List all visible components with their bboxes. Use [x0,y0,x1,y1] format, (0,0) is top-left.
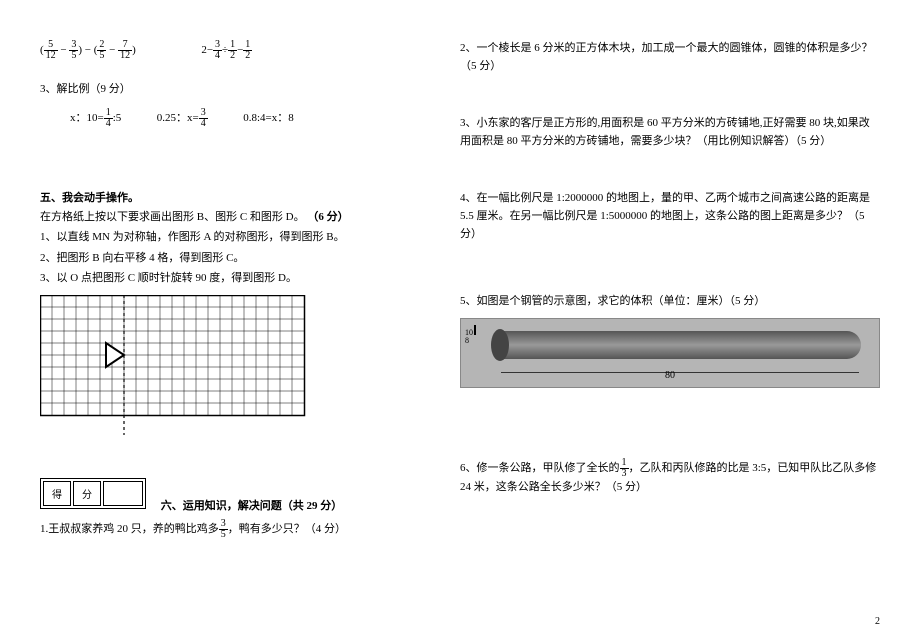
question-6: 6、修一条公路，甲队修了全长的13，乙队和丙队修路的比是 3:5，已知甲队比乙队… [460,458,880,497]
question-4: 4、在一幅比例尺是 1:2000000 的地图上，量的甲、乙两个城市之间高速公路… [460,190,880,243]
question-3: 3、小东家的客厅是正方形的,用面积是 60 平方分米的方砖铺地,正好需要 80 … [460,115,880,150]
section-3-title: 3、解比例（9 分） [40,81,410,98]
section-5-title: 五、我会动手操作。 [40,189,410,205]
grid-figure [40,295,410,442]
section-6-title: 六、运用知识，解决问题（共 29 分） [161,500,343,512]
section-5-intro: 在方格纸上按以下要求画出图形 B、图形 C 和图形 D。 （6 分） [40,209,410,226]
question-2: 2、一个棱长是 6 分米的正方体木块，加工成一个最大的圆锥体，圆锥的体积是多少？… [460,40,880,75]
score-blank [103,481,143,506]
step-2: 2、把图形 B 向右平移 4 格，得到图形 C。 [40,250,410,267]
step-3: 3、以 O 点把图形 C 顺时针旋转 90 度，得到图形 D。 [40,270,410,287]
right-column: 2、一个棱长是 6 分米的正方体木块，加工成一个最大的圆锥体，圆锥的体积是多少？… [430,0,920,637]
left-column: (512 − 35) − (25 − 712) 2−34÷12−12 3、解比例… [0,0,430,637]
pipe-diagram: 10 8 80 [460,318,880,388]
proportion-row: x：10=14:5 0.25：x=34 0.8:4=x：8 [70,108,410,129]
page-number: 2 [875,616,880,627]
score-label-2: 分 [73,481,101,506]
step-1: 1、以直线 MN 为对称轴，作图形 A 的对称图形，得到图形 B。 [40,229,410,246]
score-box: 得 分 [40,478,146,509]
question-5: 5、如图是个钢管的示意图，求它的体积（单位：厘米）（5 分） 10 8 80 [460,293,880,388]
question-1: 1.王叔叔家养鸡 20 只，养的鸭比鸡多35，鸭有多少只？（4 分） [40,519,410,540]
score-section-row: 得 分 六、运用知识，解决问题（共 29 分） [40,458,410,513]
score-label-1: 得 [43,481,71,506]
equation-row-1: (512 − 35) − (25 − 712) 2−34÷12−12 [40,40,410,61]
